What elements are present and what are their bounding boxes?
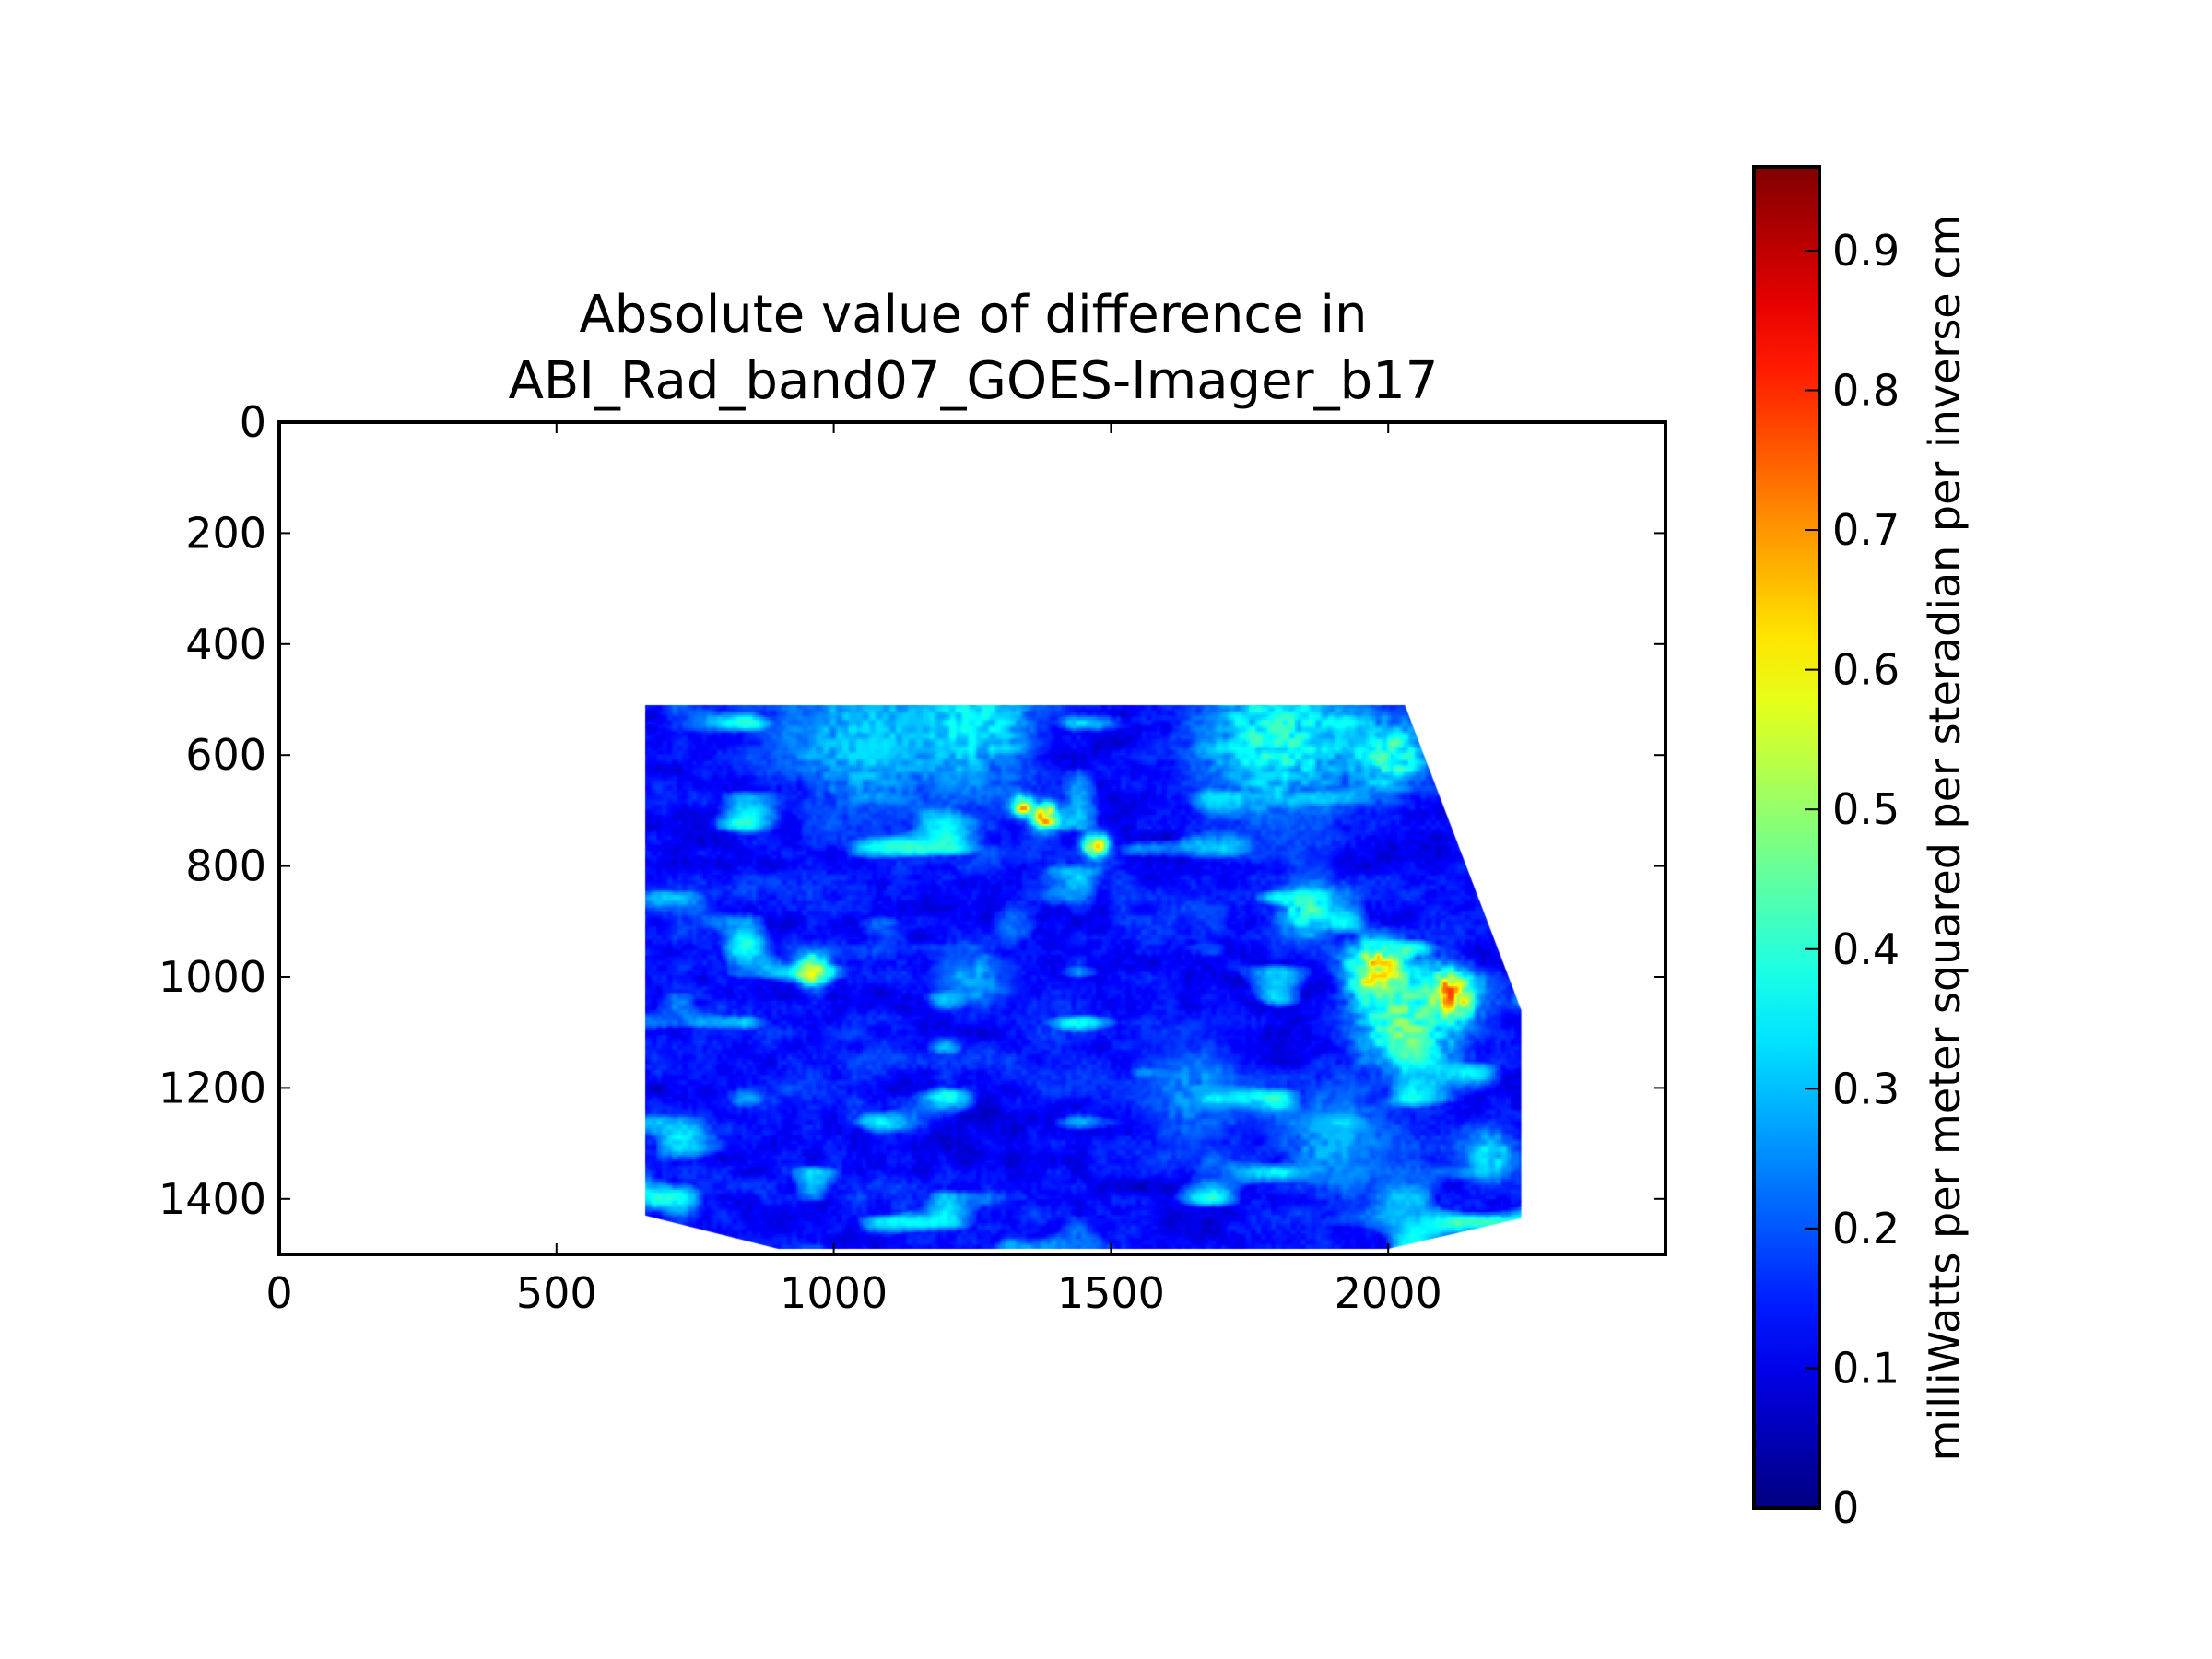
x-tick-label: 0 xyxy=(265,1268,292,1318)
colorbar-tick-label: 0 xyxy=(1832,1483,1859,1533)
colorbar-tick-label: 0.9 xyxy=(1832,226,1900,276)
plot-axes: 0 500 1000 1500 2000 0 200 400 600 800 1000 1200 140… xyxy=(159,397,1667,1318)
colorbar-tick-label: 0.4 xyxy=(1832,924,1900,974)
colorbar-tick-label: 0.2 xyxy=(1832,1204,1900,1253)
x-tick-label: 500 xyxy=(516,1268,597,1318)
axes-frame xyxy=(277,420,1667,1256)
chart-title-line-2: ABI_Rad_band07_GOES-Imager_b17 xyxy=(509,351,1439,411)
y-tick-label: 1400 xyxy=(159,1174,266,1224)
y-tick-label: 600 xyxy=(185,730,266,780)
colorbar-gradient xyxy=(1752,165,1821,1510)
colorbar-tick-label: 0.1 xyxy=(1832,1343,1900,1393)
chart-title-line-1: Absolute value of difference in xyxy=(579,285,1367,345)
y-tick-label: 800 xyxy=(185,841,266,891)
colorbar-label: milliWatts per meter squared per steradi… xyxy=(1920,215,1970,1462)
x-tick-label: 2000 xyxy=(1335,1268,1442,1318)
colorbar-tick-label: 0.5 xyxy=(1832,784,1900,834)
colorbar-tick-label: 0.7 xyxy=(1832,505,1900,555)
x-tick-label: 1000 xyxy=(780,1268,888,1318)
y-tick-label: 1000 xyxy=(159,952,266,1002)
y-tick-label: 200 xyxy=(185,508,266,558)
y-tick-label: 1200 xyxy=(159,1063,266,1112)
colorbar-tick-label: 0.8 xyxy=(1832,366,1900,416)
colorbar-tick-label: 0.3 xyxy=(1832,1064,1900,1113)
colorbar: 0 0.1 0.2 0.3 0.4 0.5 0.6 0.7 0.8 0.9 xyxy=(1752,165,1900,1533)
y-tick-label: 0 xyxy=(240,397,266,447)
x-tick-label: 1500 xyxy=(1057,1268,1165,1318)
colorbar-tick-label: 0.6 xyxy=(1832,645,1900,695)
y-tick-label: 400 xyxy=(185,619,266,669)
